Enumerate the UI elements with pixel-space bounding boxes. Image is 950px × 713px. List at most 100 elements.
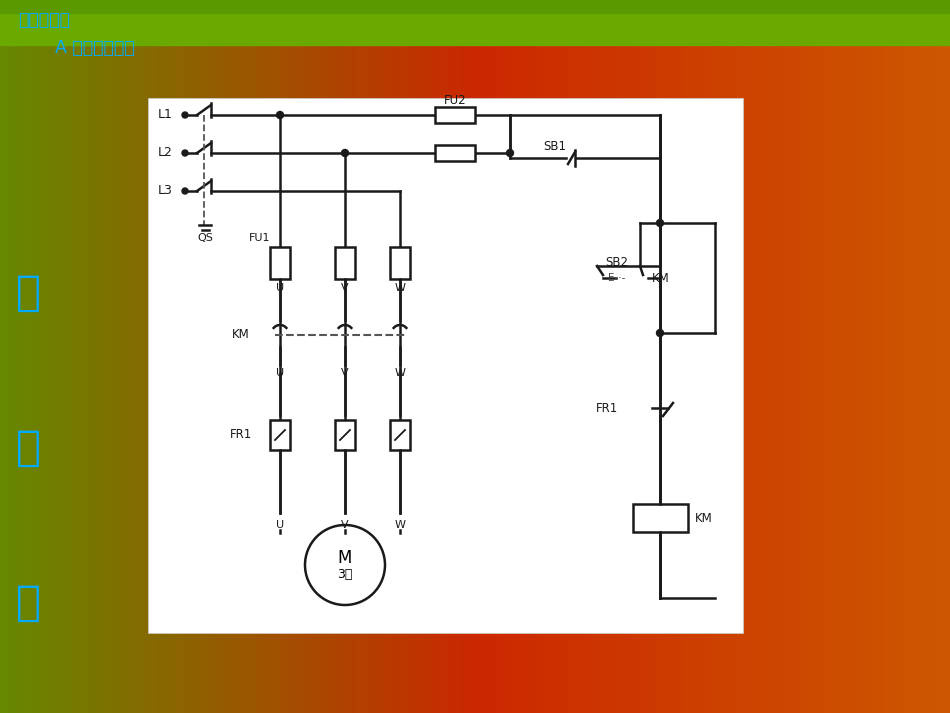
Bar: [328, 0, 333, 713]
Bar: [33, 0, 39, 713]
Bar: [332, 0, 338, 713]
Bar: [399, 0, 405, 713]
Bar: [242, 0, 248, 713]
Bar: [285, 0, 291, 713]
Bar: [195, 0, 200, 713]
Bar: [850, 0, 856, 713]
Bar: [299, 0, 305, 713]
Bar: [779, 0, 785, 713]
Bar: [142, 0, 148, 713]
Bar: [860, 0, 865, 713]
Bar: [836, 0, 842, 713]
Bar: [660, 0, 666, 713]
Bar: [104, 0, 110, 713]
Text: V: V: [341, 520, 349, 530]
Bar: [0, 0, 6, 713]
Circle shape: [182, 150, 188, 156]
Bar: [124, 0, 129, 713]
Text: 3～: 3～: [337, 568, 352, 580]
Bar: [451, 0, 457, 713]
Bar: [912, 0, 918, 713]
Bar: [428, 0, 433, 713]
Bar: [214, 0, 219, 713]
Bar: [435, 107, 475, 123]
Bar: [632, 0, 637, 713]
Bar: [218, 0, 224, 713]
Bar: [270, 247, 290, 279]
Bar: [256, 0, 262, 713]
Bar: [484, 0, 490, 713]
Bar: [81, 0, 86, 713]
Bar: [304, 0, 310, 713]
Text: W: W: [394, 368, 406, 378]
Bar: [470, 0, 476, 713]
Bar: [294, 0, 300, 713]
Text: U: U: [276, 520, 284, 530]
Bar: [826, 0, 832, 713]
Circle shape: [341, 150, 349, 156]
Text: 图: 图: [15, 582, 41, 624]
Text: 电: 电: [15, 272, 41, 314]
Bar: [337, 0, 343, 713]
Bar: [418, 0, 424, 713]
Circle shape: [182, 188, 188, 194]
Bar: [461, 0, 466, 713]
Text: 路: 路: [15, 427, 41, 469]
Bar: [542, 0, 547, 713]
Bar: [466, 0, 471, 713]
Bar: [708, 0, 713, 713]
Bar: [499, 0, 504, 713]
Bar: [793, 0, 799, 713]
Bar: [280, 0, 286, 713]
Bar: [390, 420, 410, 450]
Bar: [228, 0, 234, 713]
Bar: [594, 0, 599, 713]
Bar: [489, 0, 495, 713]
Bar: [276, 0, 281, 713]
Text: SB2: SB2: [605, 257, 628, 270]
Bar: [62, 0, 67, 713]
Bar: [100, 0, 105, 713]
Bar: [375, 0, 381, 713]
Bar: [119, 0, 124, 713]
Circle shape: [656, 329, 663, 337]
Bar: [788, 0, 794, 713]
Bar: [874, 0, 880, 713]
Bar: [171, 0, 177, 713]
Bar: [261, 0, 267, 713]
Text: KM: KM: [232, 329, 250, 342]
Text: L3: L3: [158, 185, 173, 198]
Bar: [238, 0, 243, 713]
Text: U: U: [276, 283, 284, 293]
Bar: [432, 0, 438, 713]
Bar: [252, 0, 257, 713]
Bar: [931, 0, 937, 713]
Bar: [57, 0, 63, 713]
Bar: [138, 0, 143, 713]
Bar: [656, 0, 661, 713]
Bar: [185, 0, 191, 713]
Bar: [741, 0, 747, 713]
Bar: [641, 0, 647, 713]
Bar: [926, 0, 932, 713]
Bar: [442, 0, 447, 713]
Bar: [404, 0, 409, 713]
Bar: [223, 0, 229, 713]
Text: W: W: [394, 283, 406, 293]
Bar: [513, 0, 519, 713]
Bar: [841, 0, 846, 713]
Bar: [233, 0, 238, 713]
Bar: [670, 0, 675, 713]
Bar: [24, 0, 29, 713]
Bar: [385, 0, 390, 713]
Text: QS: QS: [197, 233, 213, 243]
Text: L1: L1: [158, 108, 173, 121]
Text: SB1: SB1: [543, 140, 566, 153]
Bar: [765, 0, 770, 713]
Bar: [522, 0, 528, 713]
Bar: [603, 0, 609, 713]
Bar: [760, 0, 766, 713]
Bar: [209, 0, 215, 713]
Bar: [423, 0, 428, 713]
Bar: [157, 0, 162, 713]
